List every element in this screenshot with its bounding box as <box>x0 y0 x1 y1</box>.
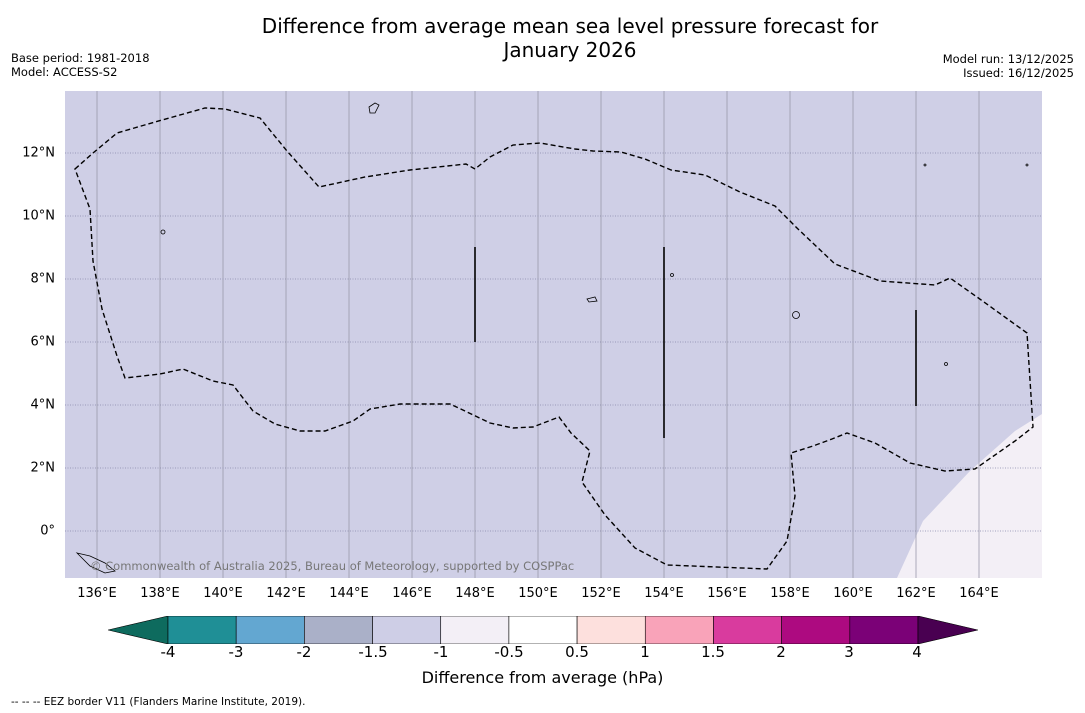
colorbar-swatch <box>372 616 442 644</box>
colorbar-label: -1 <box>433 643 449 661</box>
longitude-gridlines <box>96 91 980 578</box>
colorbar-label: 1.5 <box>701 643 725 661</box>
x-tick-label: 158°E <box>770 586 810 601</box>
model-run: Model run: 13/12/2025 <box>942 52 1074 66</box>
colorbar-swatch <box>167 616 237 644</box>
x-tick-label: 146°E <box>392 586 432 601</box>
colorbar-label: -1.5 <box>358 643 388 661</box>
colorbar-swatch <box>440 616 510 644</box>
colorbar-label: -2 <box>296 643 312 661</box>
y-tick-label: 8°N <box>30 271 56 287</box>
islands <box>75 102 1029 574</box>
x-tick-label: 148°E <box>455 586 495 601</box>
base-period: Base period: 1981-2018 <box>11 51 150 65</box>
x-tick-label: 160°E <box>833 586 873 601</box>
x-tick-label: 140°E <box>203 586 243 601</box>
cable-lines <box>474 247 917 438</box>
x-tick-label: 164°E <box>959 586 999 601</box>
map-title: Difference from average mean sea level p… <box>261 14 879 62</box>
colorbar-swatch <box>576 616 646 644</box>
x-tick-label: 138°E <box>140 586 180 601</box>
x-tick-label: 136°E <box>77 586 117 601</box>
eez-legend-note: -- -- -- EEZ border V11 (Flanders Marine… <box>11 696 306 708</box>
colorbar-swatch <box>849 616 919 644</box>
colorbar-swatch <box>781 616 851 644</box>
x-tick-label: 152°E <box>581 586 621 601</box>
x-tick-label: 142°E <box>266 586 306 601</box>
colorbar-swatch <box>508 616 578 644</box>
colorbar-title: Difference from average (hPa) <box>421 668 664 687</box>
colorbar <box>108 616 978 644</box>
y-tick-label: 4°N <box>30 397 56 413</box>
meta-left: Base period: 1981-2018 Model: ACCESS-S2 <box>11 51 150 79</box>
colorbar-swatch <box>713 616 782 644</box>
colorbar-label: -4 <box>160 643 176 661</box>
colorbar-label: 4 <box>912 643 922 661</box>
y-tick-label: 6°N <box>30 334 56 350</box>
meta-right: Model run: 13/12/2025 Issued: 16/12/2025 <box>943 52 1074 80</box>
colorbar-label: -3 <box>228 643 244 661</box>
issued-date: Issued: 16/12/2025 <box>963 66 1074 80</box>
colorbar-swatch <box>235 616 305 644</box>
x-tick-label: 144°E <box>329 586 369 601</box>
y-tick-label: 10°N <box>22 208 55 224</box>
y-tick-label: 2°N <box>30 460 56 476</box>
model-name: Model: ACCESS-S2 <box>11 65 118 79</box>
x-tick-label: 154°E <box>644 586 684 601</box>
pressure-anomaly-field <box>65 91 1042 578</box>
colorbar-label: -0.5 <box>494 643 524 661</box>
eez-border <box>74 107 1034 570</box>
x-tick-label: 156°E <box>707 586 747 601</box>
y-tick-label: 12°N <box>22 145 55 161</box>
x-tick-label: 162°E <box>896 586 936 601</box>
colorbar-label: 0.5 <box>565 643 589 661</box>
colorbar-swatch <box>304 616 373 644</box>
latitude-gridlines <box>65 152 1042 532</box>
light-anomaly-region <box>897 414 1042 578</box>
colorbar-extend-low <box>108 616 169 644</box>
colorbar-label: 1 <box>640 643 650 661</box>
colorbar-label: 3 <box>844 643 854 661</box>
colorbar-label: 2 <box>776 643 786 661</box>
x-tick-label: 150°E <box>518 586 558 601</box>
map-panel <box>65 91 1042 578</box>
copyright-notice: © Commonwealth of Australia 2025, Bureau… <box>90 559 575 573</box>
colorbar-extend-high <box>917 616 978 644</box>
colorbar-swatch <box>644 616 714 644</box>
y-tick-label: 0° <box>40 523 55 539</box>
